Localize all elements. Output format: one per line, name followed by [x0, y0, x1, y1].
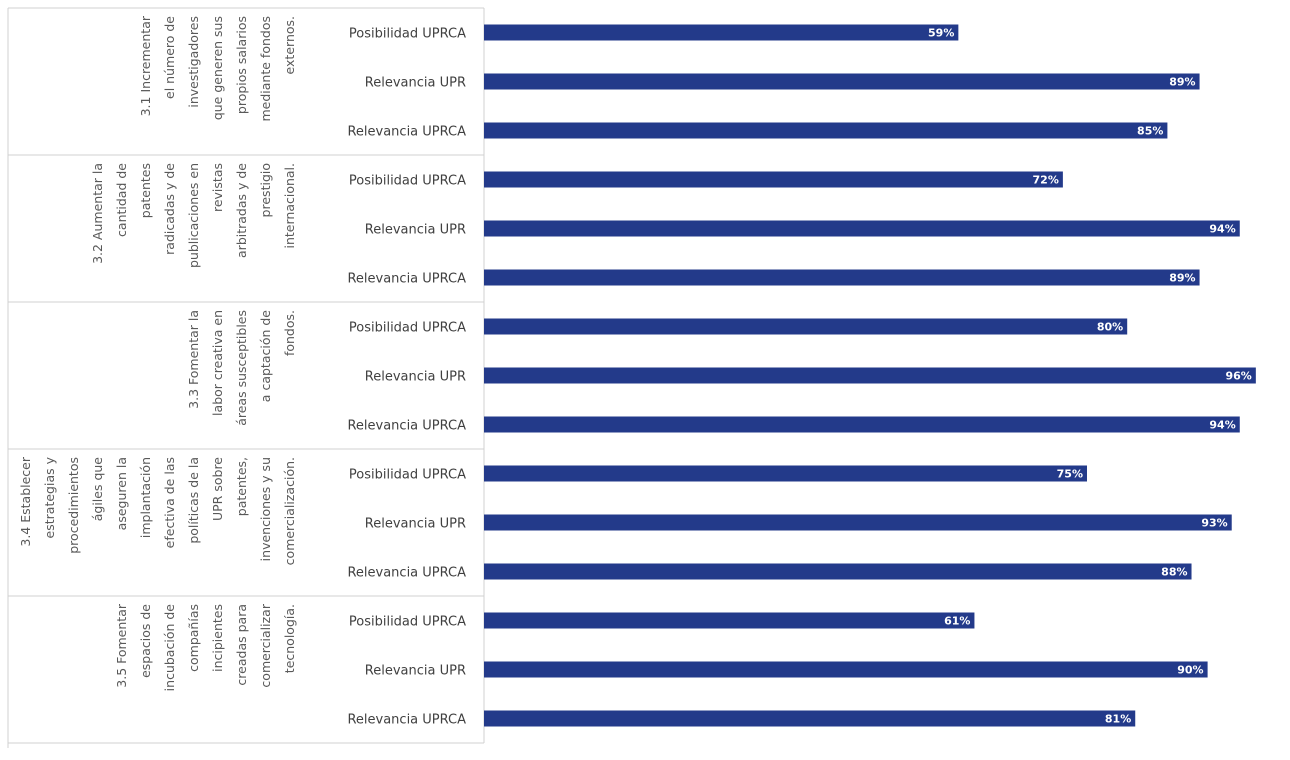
- group-label-line: a captación de: [258, 310, 273, 402]
- group-label-line: publicaciones en: [186, 163, 201, 268]
- bar: [484, 220, 1240, 237]
- bar: [484, 269, 1200, 286]
- value-label: 88%: [1161, 566, 1187, 579]
- group-label-line: investigadores: [186, 16, 201, 108]
- value-label: 96%: [1225, 370, 1251, 383]
- group-label-line: el número de: [162, 16, 177, 99]
- category-label: Posibilidad UPRCA: [349, 321, 466, 336]
- category-label: Relevancia UPR: [365, 370, 466, 385]
- bar: [484, 612, 975, 629]
- group-label-line: prestigio: [258, 163, 273, 217]
- value-label: 89%: [1169, 272, 1195, 285]
- group-label: 3.5 Fomentar espacios de incubación de comp…: [114, 603, 297, 691]
- bar: [484, 416, 1240, 433]
- group-label-line: incubación de: [162, 604, 177, 692]
- bar: [484, 318, 1128, 335]
- category-label: Relevancia UPRCA: [347, 125, 466, 140]
- category-label: Relevancia UPRCA: [347, 419, 466, 434]
- bar: [484, 73, 1200, 90]
- value-label: 90%: [1177, 664, 1203, 677]
- group-label-line: que generen sus: [210, 16, 225, 120]
- group-label-line: 3.2 Aumentar la: [90, 163, 105, 264]
- group-label-line: revistas: [210, 163, 225, 212]
- category-label: Relevancia UPRCA: [347, 566, 466, 581]
- group-label-line: espacios de: [138, 604, 153, 678]
- group-label-line: 3.4 Establecer: [18, 456, 33, 546]
- group-label-line: estrategias y: [42, 456, 57, 538]
- bar: [484, 710, 1136, 727]
- value-label: 89%: [1169, 76, 1195, 89]
- group-label: 3.2 Aumentar la cantidad de patentes radica…: [90, 163, 297, 268]
- group-label-line: incipientes: [210, 604, 225, 672]
- category-label: Posibilidad UPRCA: [349, 27, 466, 42]
- group-label-line: propios salarios: [234, 16, 249, 114]
- value-label: 93%: [1201, 517, 1227, 530]
- category-label: Relevancia UPRCA: [347, 713, 466, 728]
- group-label-line: labor creativa en: [210, 310, 225, 416]
- group-label-line: comercializar: [258, 603, 273, 687]
- group-label-line: arbitradas y de: [234, 163, 249, 258]
- group-label-line: políticas de la: [186, 457, 201, 544]
- category-label: Relevancia UPR: [365, 664, 466, 679]
- category-label: Relevancia UPRCA: [347, 272, 466, 287]
- bar: [484, 514, 1232, 531]
- bar: [484, 465, 1087, 482]
- value-label: 85%: [1137, 125, 1163, 138]
- category-label: Relevancia UPR: [365, 517, 466, 532]
- group-label-line: 3.1 Incrementar: [138, 15, 153, 116]
- group-label-line: efectiva de las: [162, 457, 177, 548]
- group-label: 3.4 Establecer estrategias y procedimiento…: [18, 456, 297, 565]
- group-label-line: tecnología.: [282, 604, 297, 673]
- bar: [484, 563, 1192, 580]
- value-label: 81%: [1105, 713, 1131, 726]
- bar: [484, 171, 1063, 188]
- group-label-line: fondos.: [282, 310, 297, 356]
- value-label: 75%: [1057, 468, 1083, 481]
- value-label: 72%: [1033, 174, 1059, 187]
- group-label-line: creadas para: [234, 604, 249, 686]
- group-label-line: implantación: [138, 457, 153, 538]
- group-label-line: comercialización.: [282, 457, 297, 565]
- category-label: Relevancia UPR: [365, 76, 466, 91]
- group-label-line: patentes,: [234, 457, 249, 516]
- value-label: 59%: [928, 27, 954, 40]
- value-label: 94%: [1209, 223, 1235, 236]
- value-label: 61%: [944, 615, 970, 628]
- group-label-line: internacional.: [282, 163, 297, 249]
- value-label: 94%: [1209, 419, 1235, 432]
- group-label-line: procedimientos: [66, 457, 81, 554]
- group-label-line: externos.: [282, 16, 297, 74]
- group-label-line: aseguren la: [114, 457, 129, 530]
- group-label-line: 3.3 Fomentar la: [186, 310, 201, 409]
- group-label-line: mediante fondos: [258, 16, 273, 122]
- group-label-line: áreas susceptibles: [234, 310, 249, 426]
- group-label-line: ágiles que: [90, 457, 105, 522]
- group-label-line: UPR sobre: [210, 457, 225, 521]
- bar: [484, 122, 1168, 139]
- category-label: Posibilidad UPRCA: [349, 468, 466, 483]
- bar: [484, 661, 1208, 678]
- bar: [484, 24, 959, 41]
- group-label-line: 3.5 Fomentar: [114, 603, 129, 688]
- group-label-line: patentes: [138, 163, 153, 218]
- value-label: 80%: [1097, 321, 1123, 334]
- category-label: Posibilidad UPRCA: [349, 174, 466, 189]
- group-label-line: compañías: [186, 604, 201, 672]
- category-label: Posibilidad UPRCA: [349, 615, 466, 630]
- group-label-line: radicadas y de: [162, 163, 177, 255]
- group-label: 3.3 Fomentar la labor creativa en áreas su…: [186, 310, 297, 426]
- group-label-line: invenciones y su: [258, 457, 273, 561]
- bar: [484, 367, 1256, 384]
- category-label: Relevancia UPR: [365, 223, 466, 238]
- group-label: 3.1 Incrementar el número de investigadore…: [138, 15, 297, 121]
- group-label-line: cantidad de: [114, 163, 129, 237]
